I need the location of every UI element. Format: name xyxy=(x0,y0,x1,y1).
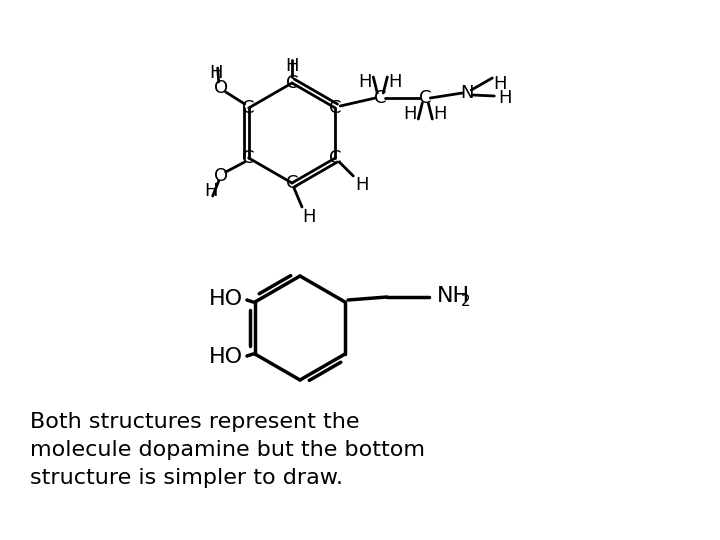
Text: C: C xyxy=(329,99,341,117)
Text: C: C xyxy=(286,74,298,92)
Text: molecule dopamine but the bottom: molecule dopamine but the bottom xyxy=(30,440,425,460)
Text: N: N xyxy=(461,84,474,102)
Text: O: O xyxy=(214,79,228,97)
Text: O: O xyxy=(214,167,228,185)
Text: H: H xyxy=(204,182,217,200)
Text: NH: NH xyxy=(437,286,470,306)
Text: HO: HO xyxy=(209,289,243,309)
Text: 2: 2 xyxy=(461,294,471,309)
Text: H: H xyxy=(403,105,417,123)
Text: C: C xyxy=(243,149,255,167)
Text: C: C xyxy=(329,149,341,167)
Text: C: C xyxy=(286,174,298,192)
Text: H: H xyxy=(493,75,507,93)
Text: H: H xyxy=(433,105,447,123)
Text: Both structures represent the: Both structures represent the xyxy=(30,412,359,432)
Text: H: H xyxy=(285,57,299,75)
Text: HO: HO xyxy=(209,347,243,367)
Text: structure is simpler to draw.: structure is simpler to draw. xyxy=(30,468,343,488)
Text: H: H xyxy=(359,73,372,91)
Text: H: H xyxy=(302,208,316,226)
Text: H: H xyxy=(356,176,369,194)
Text: H: H xyxy=(498,89,512,107)
Text: C: C xyxy=(374,89,387,107)
Text: C: C xyxy=(419,89,431,107)
Text: H: H xyxy=(209,64,222,82)
Text: C: C xyxy=(243,99,255,117)
Text: H: H xyxy=(389,73,402,91)
